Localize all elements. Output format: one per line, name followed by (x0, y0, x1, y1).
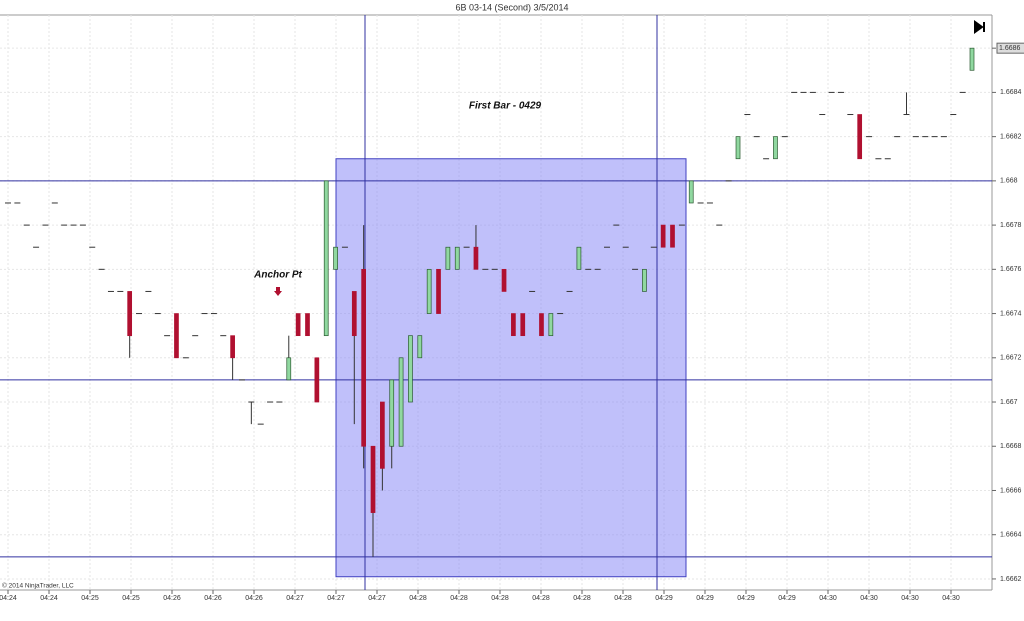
candle-body (380, 401, 385, 469)
candle-body (445, 246, 451, 270)
y-tick-label: 1.6678 (1000, 222, 1022, 229)
y-tick-label: 1.667 (1000, 399, 1018, 406)
x-tick-label: 04:29 (655, 595, 673, 602)
x-tick-label: 04:27 (286, 595, 304, 602)
candle-body (773, 136, 778, 160)
x-tick-label: 04:30 (819, 595, 837, 602)
annotation: Anchor Pt (253, 270, 302, 281)
candle-body (660, 224, 666, 248)
x-tick-label: 04:30 (860, 595, 878, 602)
y-tick-label: 1.668 (1000, 178, 1018, 185)
x-tick-label: 04:26 (163, 595, 181, 602)
y-tick-label: 1.6676 (1000, 266, 1022, 273)
levels (0, 180, 992, 558)
candle-body (473, 246, 479, 270)
candle-body (398, 357, 404, 447)
candle-body (454, 246, 460, 270)
drawing-box (335, 158, 687, 578)
x-tick-label: 04:24 (0, 595, 17, 602)
x-tick-label: 04:30 (942, 595, 960, 602)
x-tick-label: 04:28 (532, 595, 550, 602)
candle-body (969, 47, 975, 71)
candle-body (389, 379, 395, 447)
candle-body (230, 335, 235, 359)
candle-body (127, 291, 133, 337)
x-tick-label: 04:29 (696, 595, 714, 602)
candle-body (857, 114, 863, 160)
candle-body (501, 268, 507, 292)
copyright: © 2014 NinjaTrader, LLC (2, 582, 74, 590)
candle-body (548, 313, 554, 337)
box (335, 158, 687, 578)
candle-body (520, 313, 526, 337)
x-tick-label: 04:25 (122, 595, 140, 602)
candle-body (174, 313, 179, 359)
x-tick-label: 04:30 (901, 595, 919, 602)
candle-body (417, 335, 423, 359)
x-tick-label: 04:28 (573, 595, 591, 602)
x-tick-label: 04:28 (450, 595, 468, 602)
y-tick-label: 1.6664 (1000, 532, 1022, 539)
y-tick-label: 1.6662 (1000, 576, 1022, 583)
chart-title: 6B 03-14 (Second) 3/5/2014 (455, 2, 568, 12)
candle-body (576, 246, 582, 270)
x-tick-label: 04:24 (40, 595, 58, 602)
annotation: First Bar - 0429 (469, 101, 542, 112)
candle-body (305, 313, 310, 337)
y-tick-label: 1.6672 (1000, 355, 1022, 362)
candle-body (295, 313, 301, 337)
candle-body (323, 180, 329, 337)
anchor-arrow (274, 287, 282, 296)
x-tick-label: 04:29 (737, 595, 755, 602)
x-tick-label: 04:25 (81, 595, 99, 602)
candle-body (361, 268, 367, 447)
x-tick-label: 04:28 (614, 595, 632, 602)
candle-body (539, 313, 544, 337)
axis: 1.6662 1.6664 1.6666 1.6668 1.667 1.6672 1.667… (0, 42, 1024, 602)
candle-body (670, 224, 675, 248)
candle-body (333, 246, 338, 270)
candle-body (408, 335, 413, 403)
y-tick-label: 1.6666 (1000, 487, 1022, 494)
candles (5, 47, 975, 557)
x-tick-label: 04:28 (409, 595, 427, 602)
candle-body (351, 291, 357, 337)
x-tick-label: 04:26 (245, 595, 263, 602)
candle-body (735, 136, 741, 160)
candle-body (314, 357, 320, 403)
candle-body (688, 180, 694, 204)
x-tick-label: 04:28 (491, 595, 509, 602)
scroll-end-button[interactable] (974, 20, 985, 34)
candle-body (511, 313, 516, 337)
x-tick-label: 04:27 (327, 595, 345, 602)
x-tick-label: 04:26 (204, 595, 222, 602)
last-price-box (996, 42, 1024, 54)
candle-body (436, 268, 441, 314)
y-tick-label: 1.6682 (1000, 133, 1022, 140)
candle-body (370, 445, 376, 513)
y-tick-label: 1.6674 (1000, 310, 1022, 317)
x-tick-label: 04:29 (778, 595, 796, 602)
y-tick-label: 1.6684 (1000, 89, 1022, 96)
candle-body (426, 268, 432, 314)
y-tick-label: 1.6668 (1000, 443, 1022, 450)
x-tick-label: 04:27 (368, 595, 386, 602)
last-price-label: 1.6686 (999, 45, 1021, 52)
candle-body (642, 268, 647, 292)
candle-body (286, 357, 292, 381)
